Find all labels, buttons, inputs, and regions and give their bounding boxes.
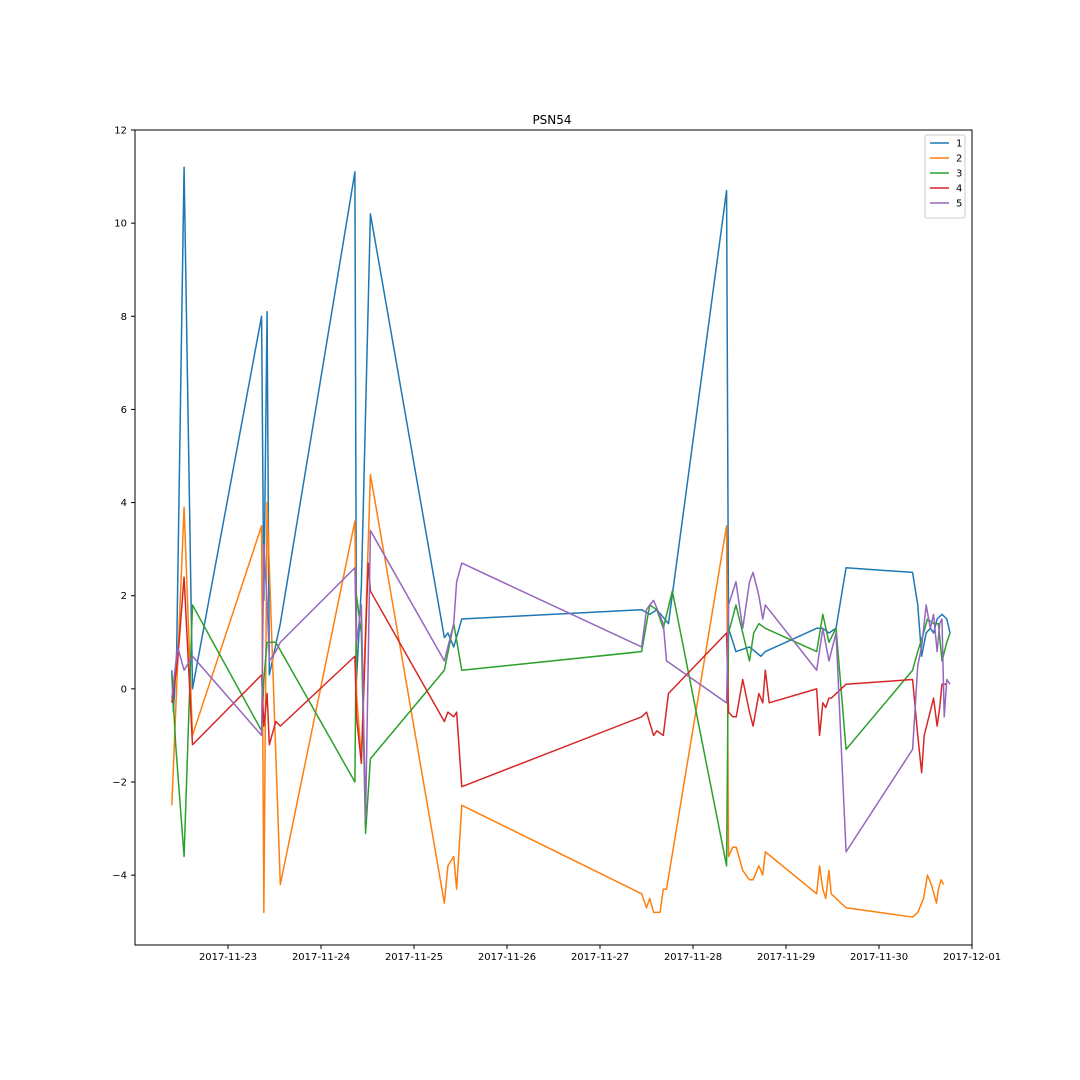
series-line-5 — [171, 529, 951, 853]
x-tick-label: 2017-11-30 — [850, 952, 908, 963]
y-tick-label: −4 — [112, 871, 127, 882]
legend-label-4: 4 — [956, 184, 962, 195]
y-tick-label: 8 — [121, 312, 127, 323]
series-line-1 — [171, 166, 951, 713]
x-tick-label: 2017-11-28 — [664, 952, 722, 963]
x-tick-label: 2017-11-27 — [571, 952, 629, 963]
y-tick-label: −2 — [112, 778, 127, 789]
x-tick-label: 2017-12-01 — [943, 952, 1001, 963]
series-line-3 — [171, 590, 951, 867]
y-tick-label: 4 — [121, 498, 127, 509]
x-tick-label: 2017-11-24 — [292, 952, 350, 963]
legend-label-5: 5 — [956, 199, 962, 210]
legend-box — [924, 134, 966, 219]
series-layer — [171, 166, 951, 918]
x-tick-label: 2017-11-25 — [385, 952, 443, 963]
y-tick-label: 2 — [121, 591, 127, 602]
legend-label-2: 2 — [956, 154, 962, 165]
y-tick-label: 6 — [121, 405, 127, 416]
series-line-4 — [171, 562, 947, 788]
legend: 1 2 3 4 5 — [924, 134, 966, 219]
y-tick-label: 12 — [114, 126, 127, 137]
x-tick-label: 2017-11-29 — [757, 952, 815, 963]
x-tick-label: 2017-11-23 — [199, 952, 257, 963]
legend-label-1: 1 — [956, 139, 962, 150]
x-tick-label: 2017-11-26 — [478, 952, 536, 963]
y-tick-label: 10 — [114, 219, 127, 230]
chart-title: PSN54 — [532, 113, 571, 127]
legend-label-3: 3 — [956, 169, 962, 180]
y-tick-label: 0 — [121, 684, 127, 695]
plot-frame — [134, 129, 973, 946]
